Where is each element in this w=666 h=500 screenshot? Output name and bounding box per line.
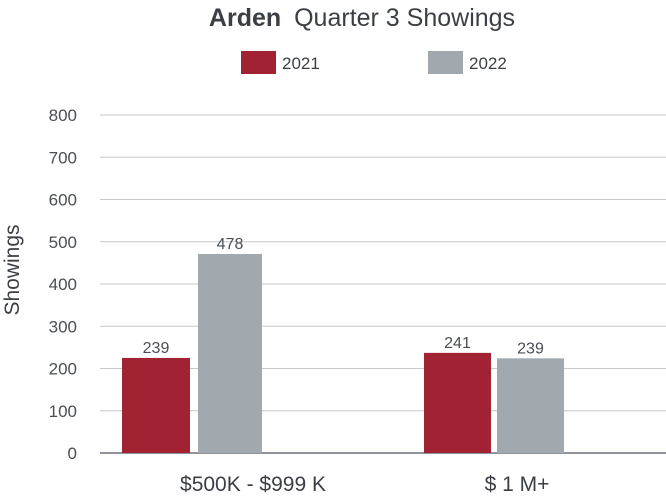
- chart-title-bold: Arden: [209, 4, 281, 32]
- y-tick-label: 700: [49, 148, 77, 167]
- gridlines: [100, 114, 666, 454]
- y-axis-label: Showings: [1, 224, 24, 315]
- y-tick-label: 300: [49, 317, 77, 336]
- x-category-label: $ 1 M+: [485, 473, 550, 496]
- y-tick-label: 500: [49, 233, 77, 252]
- bar-2021-1: [424, 352, 491, 453]
- y-tick-label: 800: [49, 106, 77, 125]
- bar-labels: 239 478 241 239: [143, 236, 544, 357]
- legend-label: 2021: [282, 54, 320, 73]
- chart-title: Arden Quarter 3 Showings: [209, 4, 515, 32]
- bar-value-label: 241: [444, 335, 471, 352]
- y-tick-label: 200: [49, 360, 77, 379]
- bar-value-label: 239: [143, 340, 170, 357]
- y-tick-label: 0: [68, 444, 77, 463]
- y-axis-ticks: 0 100 200 300 400 500 600 700 800: [49, 106, 77, 463]
- legend-swatch-2022: [428, 51, 463, 74]
- legend-label: 2022: [469, 54, 507, 73]
- bar-value-label: 478: [217, 236, 244, 253]
- legend: 2021 2022: [241, 51, 507, 74]
- bar-2021-0: [122, 357, 190, 453]
- y-tick-label: 400: [49, 275, 77, 294]
- bars: [122, 254, 564, 453]
- legend-swatch-2021: [241, 51, 276, 74]
- x-axis-categories: $500K - $999 K $ 1 M+: [180, 473, 549, 496]
- bar-value-label: 239: [517, 340, 544, 357]
- y-tick-label: 100: [49, 402, 77, 421]
- x-category-label: $500K - $999 K: [180, 473, 326, 496]
- chart-title-rest: Quarter 3 Showings: [294, 4, 515, 32]
- bar-2022-1: [497, 358, 564, 453]
- bar-2022-0: [198, 254, 262, 453]
- y-tick-label: 600: [49, 191, 77, 210]
